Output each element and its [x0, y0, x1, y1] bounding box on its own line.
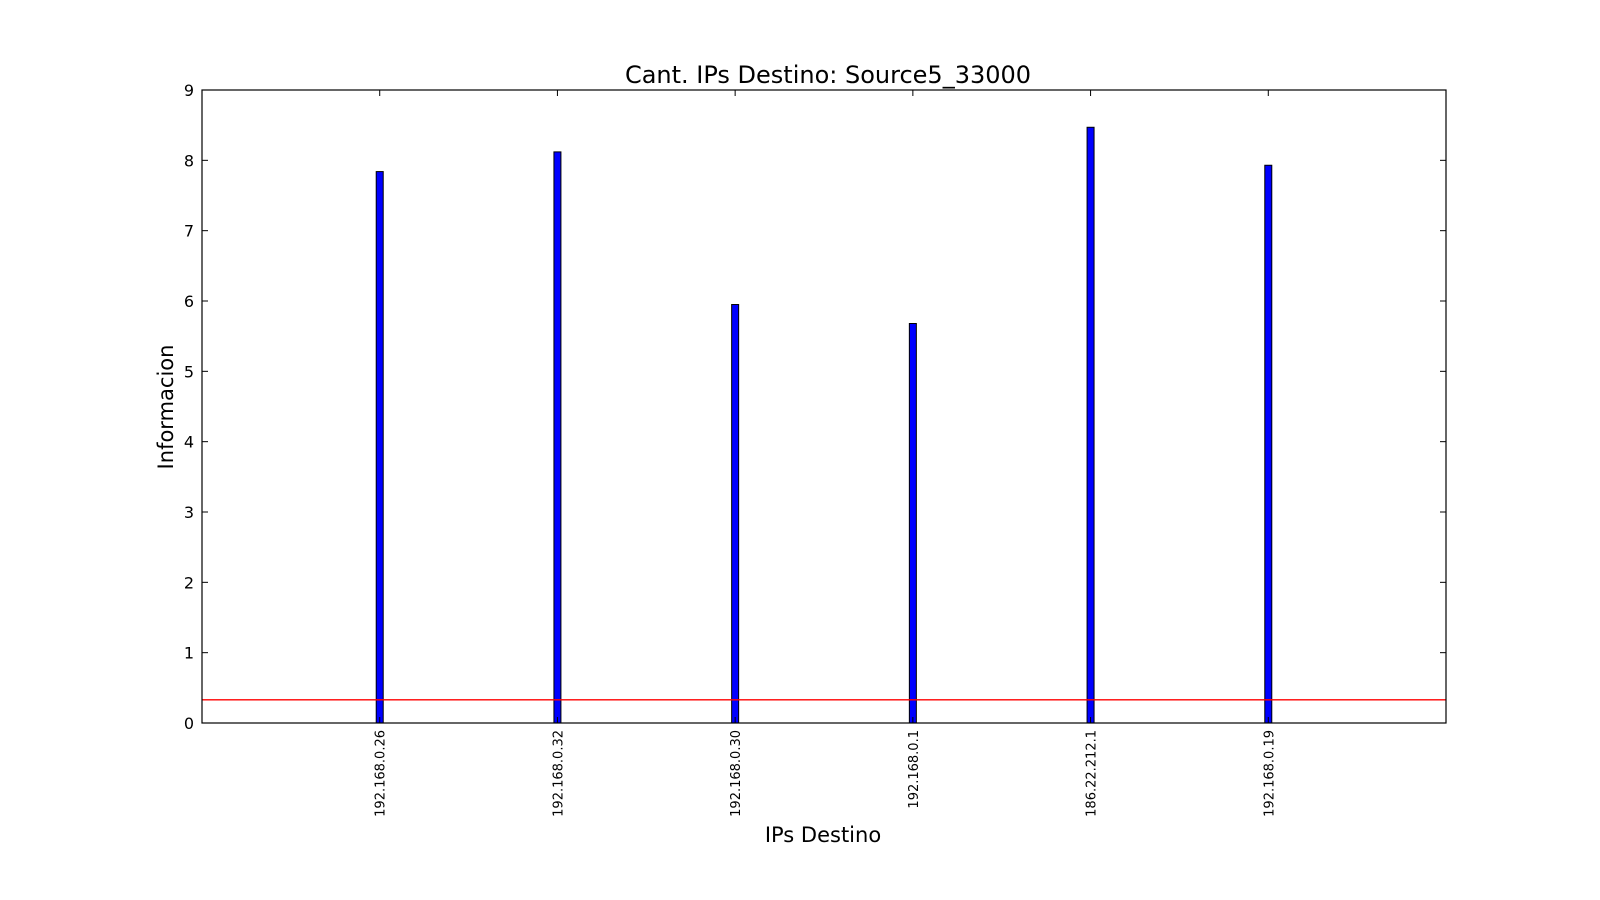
x-tick-label: 186.22.212.1 [1085, 730, 1100, 817]
y-tick-label: 7 [184, 222, 194, 241]
bar [1264, 164, 1273, 724]
bar [731, 304, 740, 724]
y-tick-label: 0 [184, 714, 194, 733]
x-tick-label: 192.168.0.30 [729, 730, 744, 817]
y-tick-label: 8 [184, 151, 194, 170]
y-tick-label: 3 [184, 503, 194, 522]
y-tick-label: 2 [184, 573, 194, 592]
plot-frame [201, 89, 1447, 724]
x-tick-label: 192.168.0.19 [1262, 730, 1277, 817]
y-tick-label: 4 [184, 433, 194, 452]
x-tick-label: 192.168.0.32 [551, 730, 566, 817]
y-tick-label: 5 [184, 362, 194, 381]
bar [1086, 126, 1095, 724]
y-tick-label: 6 [184, 292, 194, 311]
plot-area: 0 1 2 3 4 5 6 7 8 9 192.168.0.26 192.168.0.32 192.16… [184, 81, 1447, 817]
bar [908, 323, 917, 724]
bar [553, 151, 562, 724]
y-tick-label: 1 [184, 644, 194, 663]
y-tick-label: 9 [184, 81, 194, 100]
x-axis-label: IPs Destino [765, 823, 881, 847]
x-tick-label: 192.168.0.1 [907, 730, 922, 809]
x-tick-label: 192.168.0.26 [374, 730, 389, 817]
chart-title: Cant. IPs Destino: Source5_33000 [625, 61, 1031, 89]
bar [375, 171, 384, 724]
y-axis-label: Informacion [154, 345, 178, 470]
